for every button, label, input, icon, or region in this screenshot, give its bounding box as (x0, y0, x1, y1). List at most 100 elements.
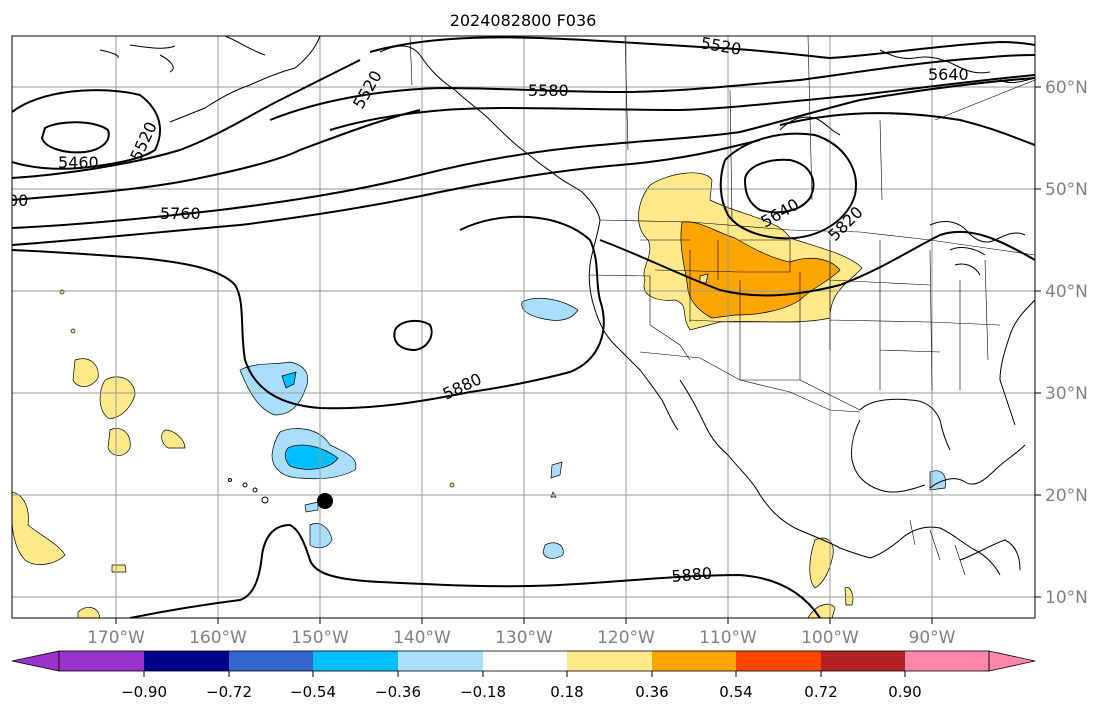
us-canada-border (599, 219, 1035, 256)
positive-anomaly-patch (107, 428, 131, 456)
positive-anomaly-dot (70, 328, 76, 334)
gulf-of-alaska-coast (379, 45, 601, 221)
colorbar-ticks (143, 671, 906, 677)
contour-label: 00 (8, 191, 28, 210)
contour-5640-west (12, 109, 421, 201)
contour-label: 5880 (671, 564, 713, 586)
colorbar-tick-label: 0.18 (550, 683, 583, 701)
colorbar-segment (821, 651, 905, 671)
positive-anomaly-patch (72, 358, 99, 387)
colorbar-segment (313, 651, 398, 671)
colorbar-tick-labels: −0.90 −0.72 −0.54 −0.36 −0.18 0.18 0.36 … (121, 683, 922, 701)
longitude-label: 110°W (699, 628, 757, 648)
positive-anomaly-patch (99, 376, 136, 419)
contour-5580-west (12, 59, 361, 179)
longitude-label: 90°W (909, 628, 956, 648)
contour-label: 5460 (58, 153, 99, 172)
latitude-label: 40°N (1045, 282, 1088, 302)
contour-5520-north (369, 36, 1035, 60)
negative-anomaly-patch (521, 297, 579, 321)
colorbar-tick-label: −0.72 (206, 683, 252, 701)
colorbar-segment (567, 651, 652, 671)
us-mexico-border (639, 351, 861, 413)
contour-5640-low (744, 158, 815, 214)
hawaii-island (261, 496, 269, 504)
contour-5760 (12, 77, 1035, 229)
longitude-label: 170°W (87, 628, 145, 648)
colorbar-tick-label: −0.90 (121, 683, 167, 701)
latitude-labels: 60°N 50°N 40°N 30°N 20°N 10°N (1045, 78, 1088, 608)
location-marker (317, 493, 333, 509)
positive-anomaly-patch (807, 603, 836, 618)
colorbar-max-extension (988, 650, 1036, 672)
positive-anomaly-patch (77, 607, 101, 618)
latitude-label: 50°N (1045, 180, 1088, 200)
colorbar-segment (652, 651, 736, 671)
contour-5520-west (12, 89, 161, 170)
positive-anomaly-patch (809, 537, 834, 589)
hawaii-island (242, 482, 248, 488)
negative-anomaly-patch (309, 523, 333, 549)
colorbar-frame (58, 650, 990, 672)
colorbar-min-extension (11, 650, 60, 672)
latitude-label: 30°N (1045, 384, 1088, 404)
longitude-label: 160°W (189, 628, 247, 648)
colorbar-tick-label: 0.90 (888, 683, 921, 701)
height-contours (12, 36, 1035, 618)
positive-anomaly-patch (161, 429, 186, 449)
graticule (12, 36, 1035, 618)
colorbar-segment (144, 651, 229, 671)
contour-label: 5760 (160, 204, 201, 223)
contour-label: 5640 (928, 65, 969, 84)
colorbar-tick-label: −0.18 (460, 683, 506, 701)
colorbar: −0.90 −0.72 −0.54 −0.36 −0.18 0.18 0.36 … (11, 650, 1036, 701)
alaska-coast (99, 36, 321, 123)
contour-label: 5520 (699, 33, 742, 59)
colorbar-segment (59, 651, 144, 671)
longitude-label: 100°W (801, 628, 859, 648)
caribbean-coast (899, 526, 1021, 576)
longitude-label: 150°W (291, 628, 349, 648)
contour-5880-high-center (393, 319, 433, 352)
contour-5700-low (719, 132, 857, 240)
us-west-coast (588, 219, 871, 559)
contour-5700 (12, 139, 761, 246)
colorbar-segment (905, 651, 989, 671)
colorbar-segment (736, 651, 821, 671)
positive-anomaly-patch (111, 564, 127, 573)
negative-anomaly-patch (550, 461, 563, 479)
us-state-borders (589, 239, 1001, 411)
colorbar-tick-label: −0.54 (290, 683, 336, 701)
contour-5880-high (12, 215, 605, 410)
hawaii-island (228, 478, 232, 482)
longitude-label: 120°W (597, 628, 655, 648)
colorbar-tick-label: 0.36 (635, 683, 668, 701)
colorbar-tick-label: 0.72 (804, 683, 837, 701)
latitude-label: 20°N (1045, 486, 1088, 506)
contour-5880-south (129, 523, 821, 618)
positive-anomaly-interior-cutout (699, 273, 709, 284)
colorbar-segment (398, 651, 483, 671)
hawaii-island (252, 487, 258, 493)
positive-anomaly-patch (12, 491, 66, 565)
great-lakes (929, 221, 1026, 276)
colorbar-tick-label: −0.36 (375, 683, 421, 701)
positive-anomaly-patch (844, 587, 854, 606)
map-title: 2024082800 F036 (450, 11, 597, 30)
contour-5580-north (269, 54, 1035, 121)
east-coast (999, 299, 1035, 426)
positive-anomaly-dot (449, 482, 455, 488)
colorbar-tick-label: 0.54 (719, 683, 752, 701)
longitude-label: 140°W (393, 628, 451, 648)
contour-5820 (599, 112, 1035, 297)
strong-negative-anomaly-patch (281, 371, 297, 389)
longitude-label: 130°W (495, 628, 553, 648)
longitude-labels: 170°W 160°W 150°W 140°W 130°W 120°W 110°… (87, 628, 956, 648)
strong-negative-anomaly-patch (284, 444, 339, 470)
negative-anomaly-patch (304, 501, 319, 513)
gulf-coast (851, 398, 1026, 559)
colorbar-segment (483, 651, 567, 671)
contour-5460-low (40, 121, 110, 154)
negative-anomaly-patch (542, 542, 564, 559)
